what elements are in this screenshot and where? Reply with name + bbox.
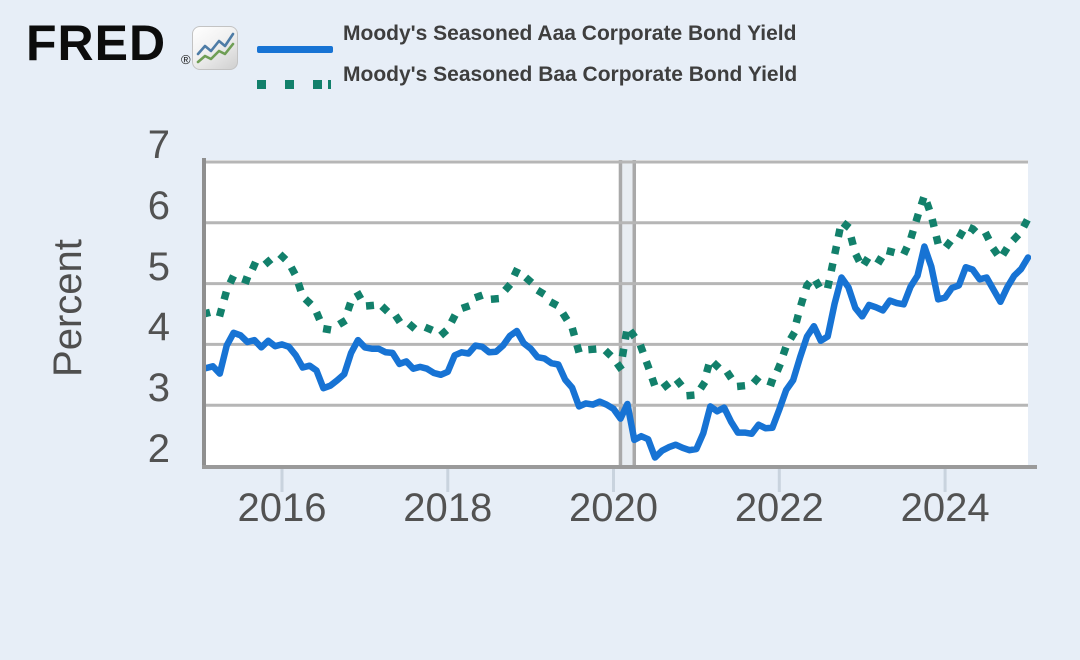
baa-series-dots-sample — [257, 80, 335, 89]
recession-band — [620, 160, 635, 466]
registered-trademark-symbol: ® — [181, 52, 191, 67]
baa-series-line[interactable] — [205, 183, 1031, 400]
x-tick-label-2018: 2018 — [403, 486, 493, 530]
y-tick-label-7: 7 — [147, 123, 170, 167]
aaa-series-line-sample — [257, 46, 333, 53]
legend-label-aaa: Moody's Seasoned Aaa Corporate Bond Yiel… — [343, 22, 797, 45]
x-tick-label-2020: 2020 — [569, 486, 659, 530]
y-tick-label-2: 2 — [147, 427, 170, 471]
fred-logo-chart-icon — [192, 26, 238, 70]
y-tick-label-6: 6 — [147, 183, 170, 228]
x-tick-label-2024: 2024 — [900, 486, 990, 530]
fred-logo-text: FRED — [26, 15, 167, 71]
x-tick-label-2016: 2016 — [237, 486, 327, 530]
y-tick-label-5: 5 — [147, 244, 170, 289]
aaa-series-line[interactable] — [205, 243, 1031, 461]
y-tick-label-3: 3 — [147, 366, 170, 411]
legend-label-baa: Moody's Seasoned Baa Corporate Bond Yiel… — [343, 63, 798, 86]
plot-background — [204, 160, 1028, 468]
x-tick-label-2022: 2022 — [734, 486, 824, 530]
y-tick-label-4: 4 — [147, 305, 170, 350]
